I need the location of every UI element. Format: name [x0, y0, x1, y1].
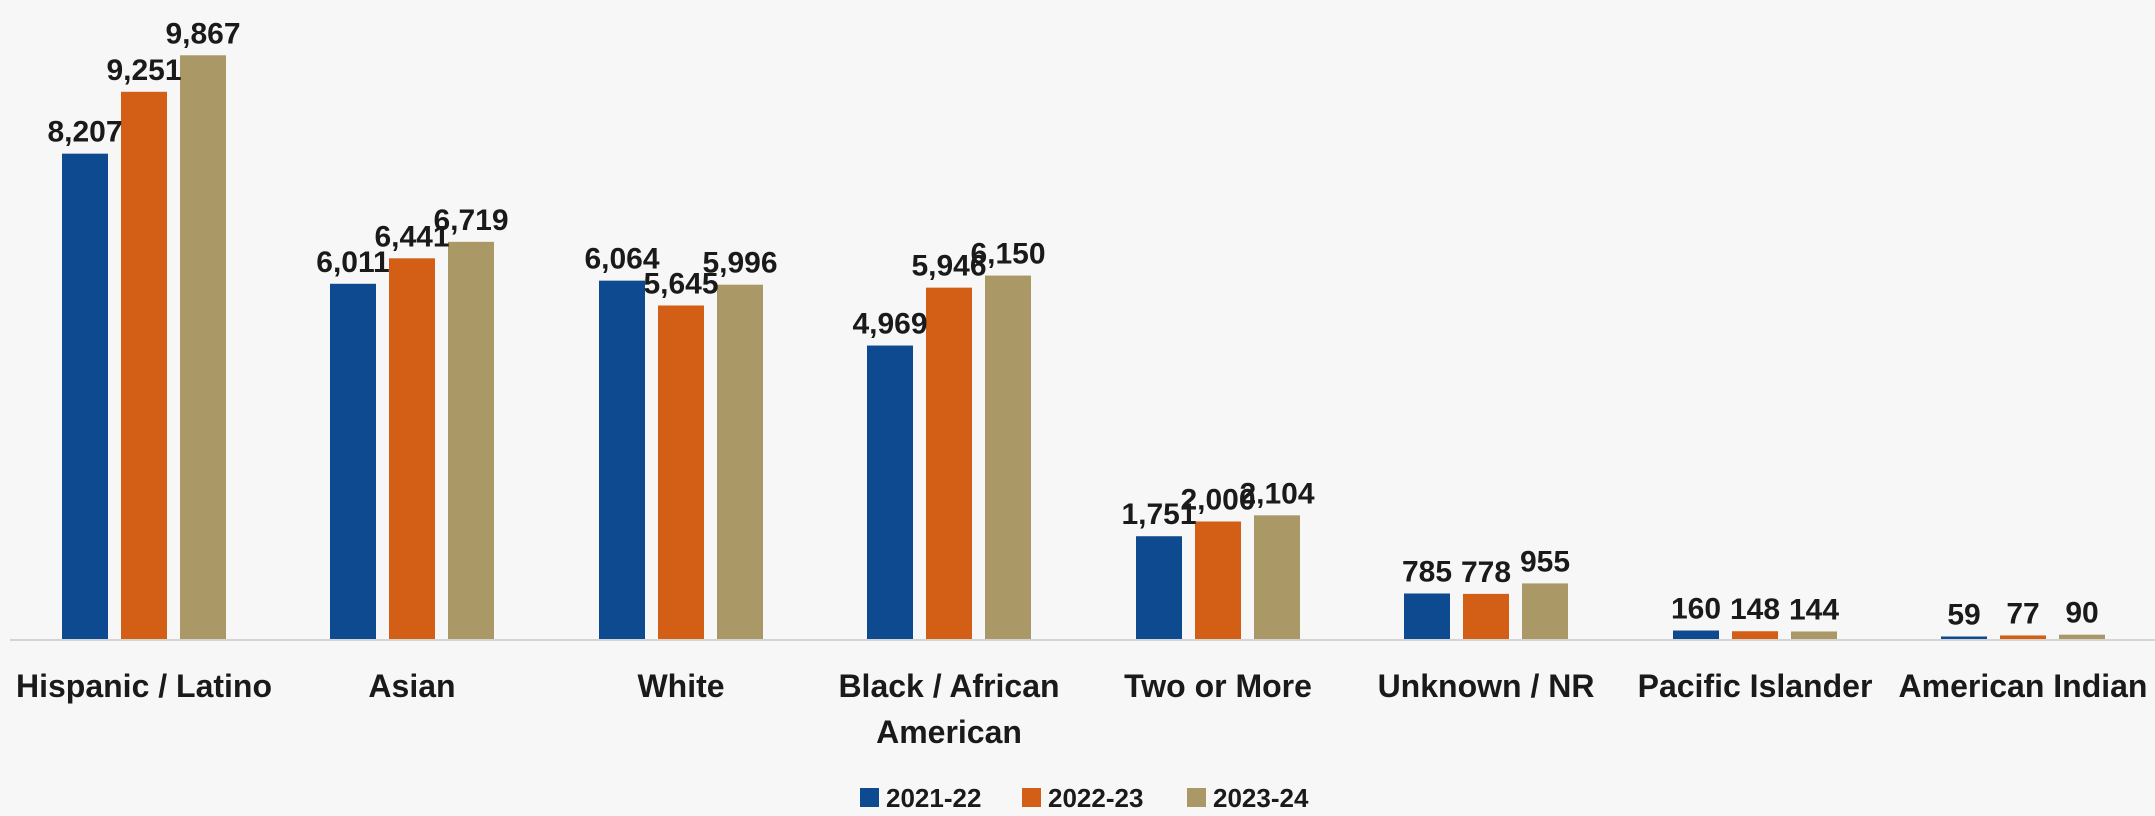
- data-labels-layer: 8,207 6,011 6,064 4,969 1,751 785 160 59 9,251 6,…: [47, 17, 2098, 631]
- data-label-2023-24-3: 6,150: [970, 238, 1045, 271]
- data-label-2021-22-2: 6,064: [584, 243, 659, 276]
- data-label-2021-22-1: 6,011: [316, 246, 389, 279]
- data-label-2021-22-4: 1,751: [1121, 498, 1196, 531]
- category-label-5: Unknown / NR: [1378, 668, 1595, 704]
- data-label-2022-23-1: 6,441: [374, 220, 449, 253]
- data-label-2021-22-0: 8,207: [47, 116, 122, 149]
- bar-2021-22-5: [1404, 593, 1450, 640]
- legend: 2021-22 2022-23 2023-24: [860, 783, 1309, 813]
- data-label-2023-24-2: 5,996: [702, 247, 777, 280]
- data-label-2023-24-7: 90: [2065, 597, 2098, 630]
- data-label-2022-23-3: 5,946: [911, 250, 986, 283]
- legend-label-2023-24: 2023-24: [1213, 783, 1309, 811]
- data-label-2021-22-5: 785: [1402, 555, 1452, 588]
- data-label-2021-22-6: 160: [1671, 593, 1721, 626]
- legend-label-2022-23: 2022-23: [1048, 783, 1143, 811]
- data-label-2022-23-0: 9,251: [106, 54, 181, 87]
- bar-2021-22-2: [599, 280, 645, 640]
- bar-2022-23-5: [1463, 593, 1509, 640]
- data-label-2022-23-2: 5,645: [643, 267, 718, 300]
- legend-swatch-2023-24: [1187, 788, 1206, 807]
- category-label-3: American: [876, 714, 1022, 750]
- data-label-2023-24-6: 144: [1789, 593, 1839, 626]
- bar-2023-24-2: [717, 284, 763, 640]
- bar-2021-22-4: [1136, 536, 1182, 640]
- data-label-2023-24-5: 955: [1520, 545, 1570, 578]
- bar-2022-23-1: [389, 258, 435, 640]
- category-label-0: Hispanic / Latino: [16, 668, 272, 704]
- legend-label-2021-22: 2021-22: [886, 783, 981, 811]
- legend-swatch-2022-23: [1022, 788, 1041, 807]
- bar-2022-23-3: [926, 287, 972, 640]
- bar-2023-24-1: [448, 241, 494, 640]
- bar-2022-23-7: [2000, 635, 2046, 640]
- category-labels-layer: Hispanic / Latino Asian White Black / Afric…: [16, 668, 2147, 750]
- bar-2023-24-3: [985, 275, 1031, 640]
- category-label-4: Two or More: [1124, 668, 1312, 704]
- data-label-2022-23-4: 2,000: [1180, 483, 1255, 516]
- bar-2022-23-0: [121, 91, 167, 640]
- category-label-3: Black / African: [838, 668, 1059, 704]
- bars-layer: [62, 55, 2105, 641]
- bar-2022-23-6: [1732, 631, 1778, 640]
- category-label-7: American Indian: [1899, 668, 2148, 704]
- data-label-2021-22-3: 4,969: [852, 308, 927, 341]
- bar-2022-23-2: [658, 305, 704, 640]
- data-label-2023-24-4: 2,104: [1239, 477, 1314, 510]
- bar-2023-24-6: [1791, 631, 1837, 640]
- data-label-2022-23-7: 77: [2006, 597, 2039, 630]
- category-label-2: White: [637, 668, 724, 704]
- bar-2023-24-0: [180, 55, 226, 641]
- bar-2021-22-1: [330, 283, 376, 640]
- bar-2021-22-7: [1941, 636, 1987, 640]
- bar-2022-23-4: [1195, 521, 1241, 640]
- bar-2023-24-4: [1254, 515, 1300, 640]
- data-label-2022-23-5: 778: [1461, 556, 1511, 589]
- bar-2021-22-6: [1673, 630, 1719, 640]
- data-label-2021-22-7: 59: [1947, 599, 1980, 632]
- data-label-2023-24-0: 9,867: [165, 17, 240, 50]
- bar-2021-22-3: [867, 345, 913, 640]
- category-label-1: Asian: [368, 668, 455, 704]
- legend-swatch-2021-22: [860, 788, 879, 807]
- category-label-6: Pacific Islander: [1638, 668, 1873, 704]
- bar-2021-22-0: [62, 153, 108, 641]
- data-label-2022-23-6: 148: [1730, 593, 1780, 626]
- bar-2023-24-5: [1522, 583, 1568, 640]
- bar-2023-24-7: [2059, 634, 2105, 640]
- data-label-2023-24-1: 6,719: [433, 204, 508, 237]
